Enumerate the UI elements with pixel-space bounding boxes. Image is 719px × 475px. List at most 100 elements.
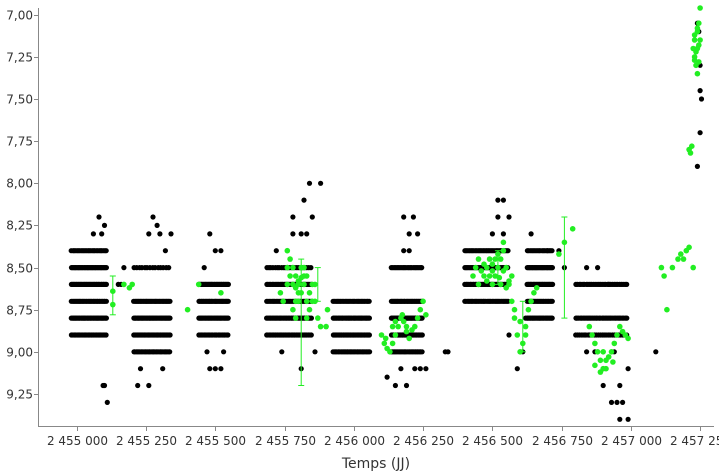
data-point [661,273,667,279]
data-point [595,265,601,271]
data-point [315,315,321,321]
data-point [135,382,141,389]
data-point [146,382,152,389]
y-axis: 7,00 7,25 7,50 7,75 8,00 8,25 8,50 8,75 9,00 9,25 [6,8,39,426]
data-point [201,265,207,271]
y-tick-label: 7,75 [6,135,33,149]
data-point [304,231,310,237]
data-point [218,290,224,296]
data-point [511,315,518,321]
data-point [419,265,425,271]
data-point [484,278,490,284]
data-point [517,318,523,325]
data-point [301,264,307,271]
data-point [597,357,604,364]
data-point [308,332,314,338]
data-point [284,264,291,271]
data-point [625,335,631,342]
data-point [381,340,388,347]
y-tick-label: 7,25 [6,51,33,65]
data-point [218,248,224,254]
data-point [212,248,218,254]
data-point [184,306,191,313]
data-point [420,298,426,305]
data-point [392,382,398,389]
data-point [419,315,425,321]
data-point [403,382,410,389]
data-point [606,281,612,287]
data-point [489,281,496,288]
data-point [496,274,503,281]
data-point [495,214,501,220]
data-point [306,180,313,186]
x-axis: 2 455 000 2 455 250 2 455 500 2 455 750 2 45… [38,426,719,448]
data-point [497,281,504,288]
data-point [207,366,213,372]
data-point [528,298,534,305]
data-point [273,248,279,254]
data-point [522,332,529,338]
data-point [500,231,506,237]
data-point [556,251,562,257]
x-tick-label: 2 455 250 [116,434,177,448]
data-point [317,323,324,330]
data-point [298,274,305,281]
data-point [290,264,296,271]
data-point [653,349,659,355]
data-point [608,399,615,405]
data-point [611,340,618,347]
data-point [497,256,504,262]
data-point [445,349,451,355]
x-tick-label: 2 456 250 [393,434,454,448]
data-point [549,265,556,271]
data-point [415,231,421,237]
x-tick-label: 2 457 000 [601,434,662,448]
data-point [614,332,620,338]
data-point [472,264,479,271]
data-point [290,214,296,220]
data-point [492,256,498,262]
data-point [387,349,393,355]
data-point [694,70,701,77]
data-point [389,340,396,347]
data-point [103,298,109,304]
data-point [284,247,291,254]
data-point [696,20,702,27]
data-point [525,306,532,313]
data-point [481,273,487,279]
data-point [658,264,665,271]
data-point [167,349,173,355]
x-tick-label: 2 456 500 [462,434,523,448]
data-point [506,332,512,338]
data-point [121,281,127,288]
data-point [419,349,425,355]
y-tick-label: 7,00 [6,9,33,23]
data-point [696,59,702,65]
data-point [399,312,406,318]
data-point [592,340,598,347]
data-point [514,366,520,372]
data-point [207,231,213,237]
data-point [475,256,482,262]
data-point [597,369,604,375]
data-point [620,399,626,405]
data-point [225,332,231,338]
data-point [292,298,299,305]
data-point [694,163,701,169]
data-point [531,290,537,296]
data-point [121,265,127,271]
data-point [277,290,284,296]
data-point [625,416,631,422]
data-point [417,306,424,313]
data-point [384,374,390,380]
data-point [423,312,429,318]
data-point [395,323,402,330]
data-point [312,281,318,288]
data-point [99,231,105,237]
data-point [308,315,314,321]
data-point [301,197,307,203]
data-point [406,231,412,237]
x-tick-label: 2 455 750 [255,434,316,448]
data-point [166,265,172,271]
